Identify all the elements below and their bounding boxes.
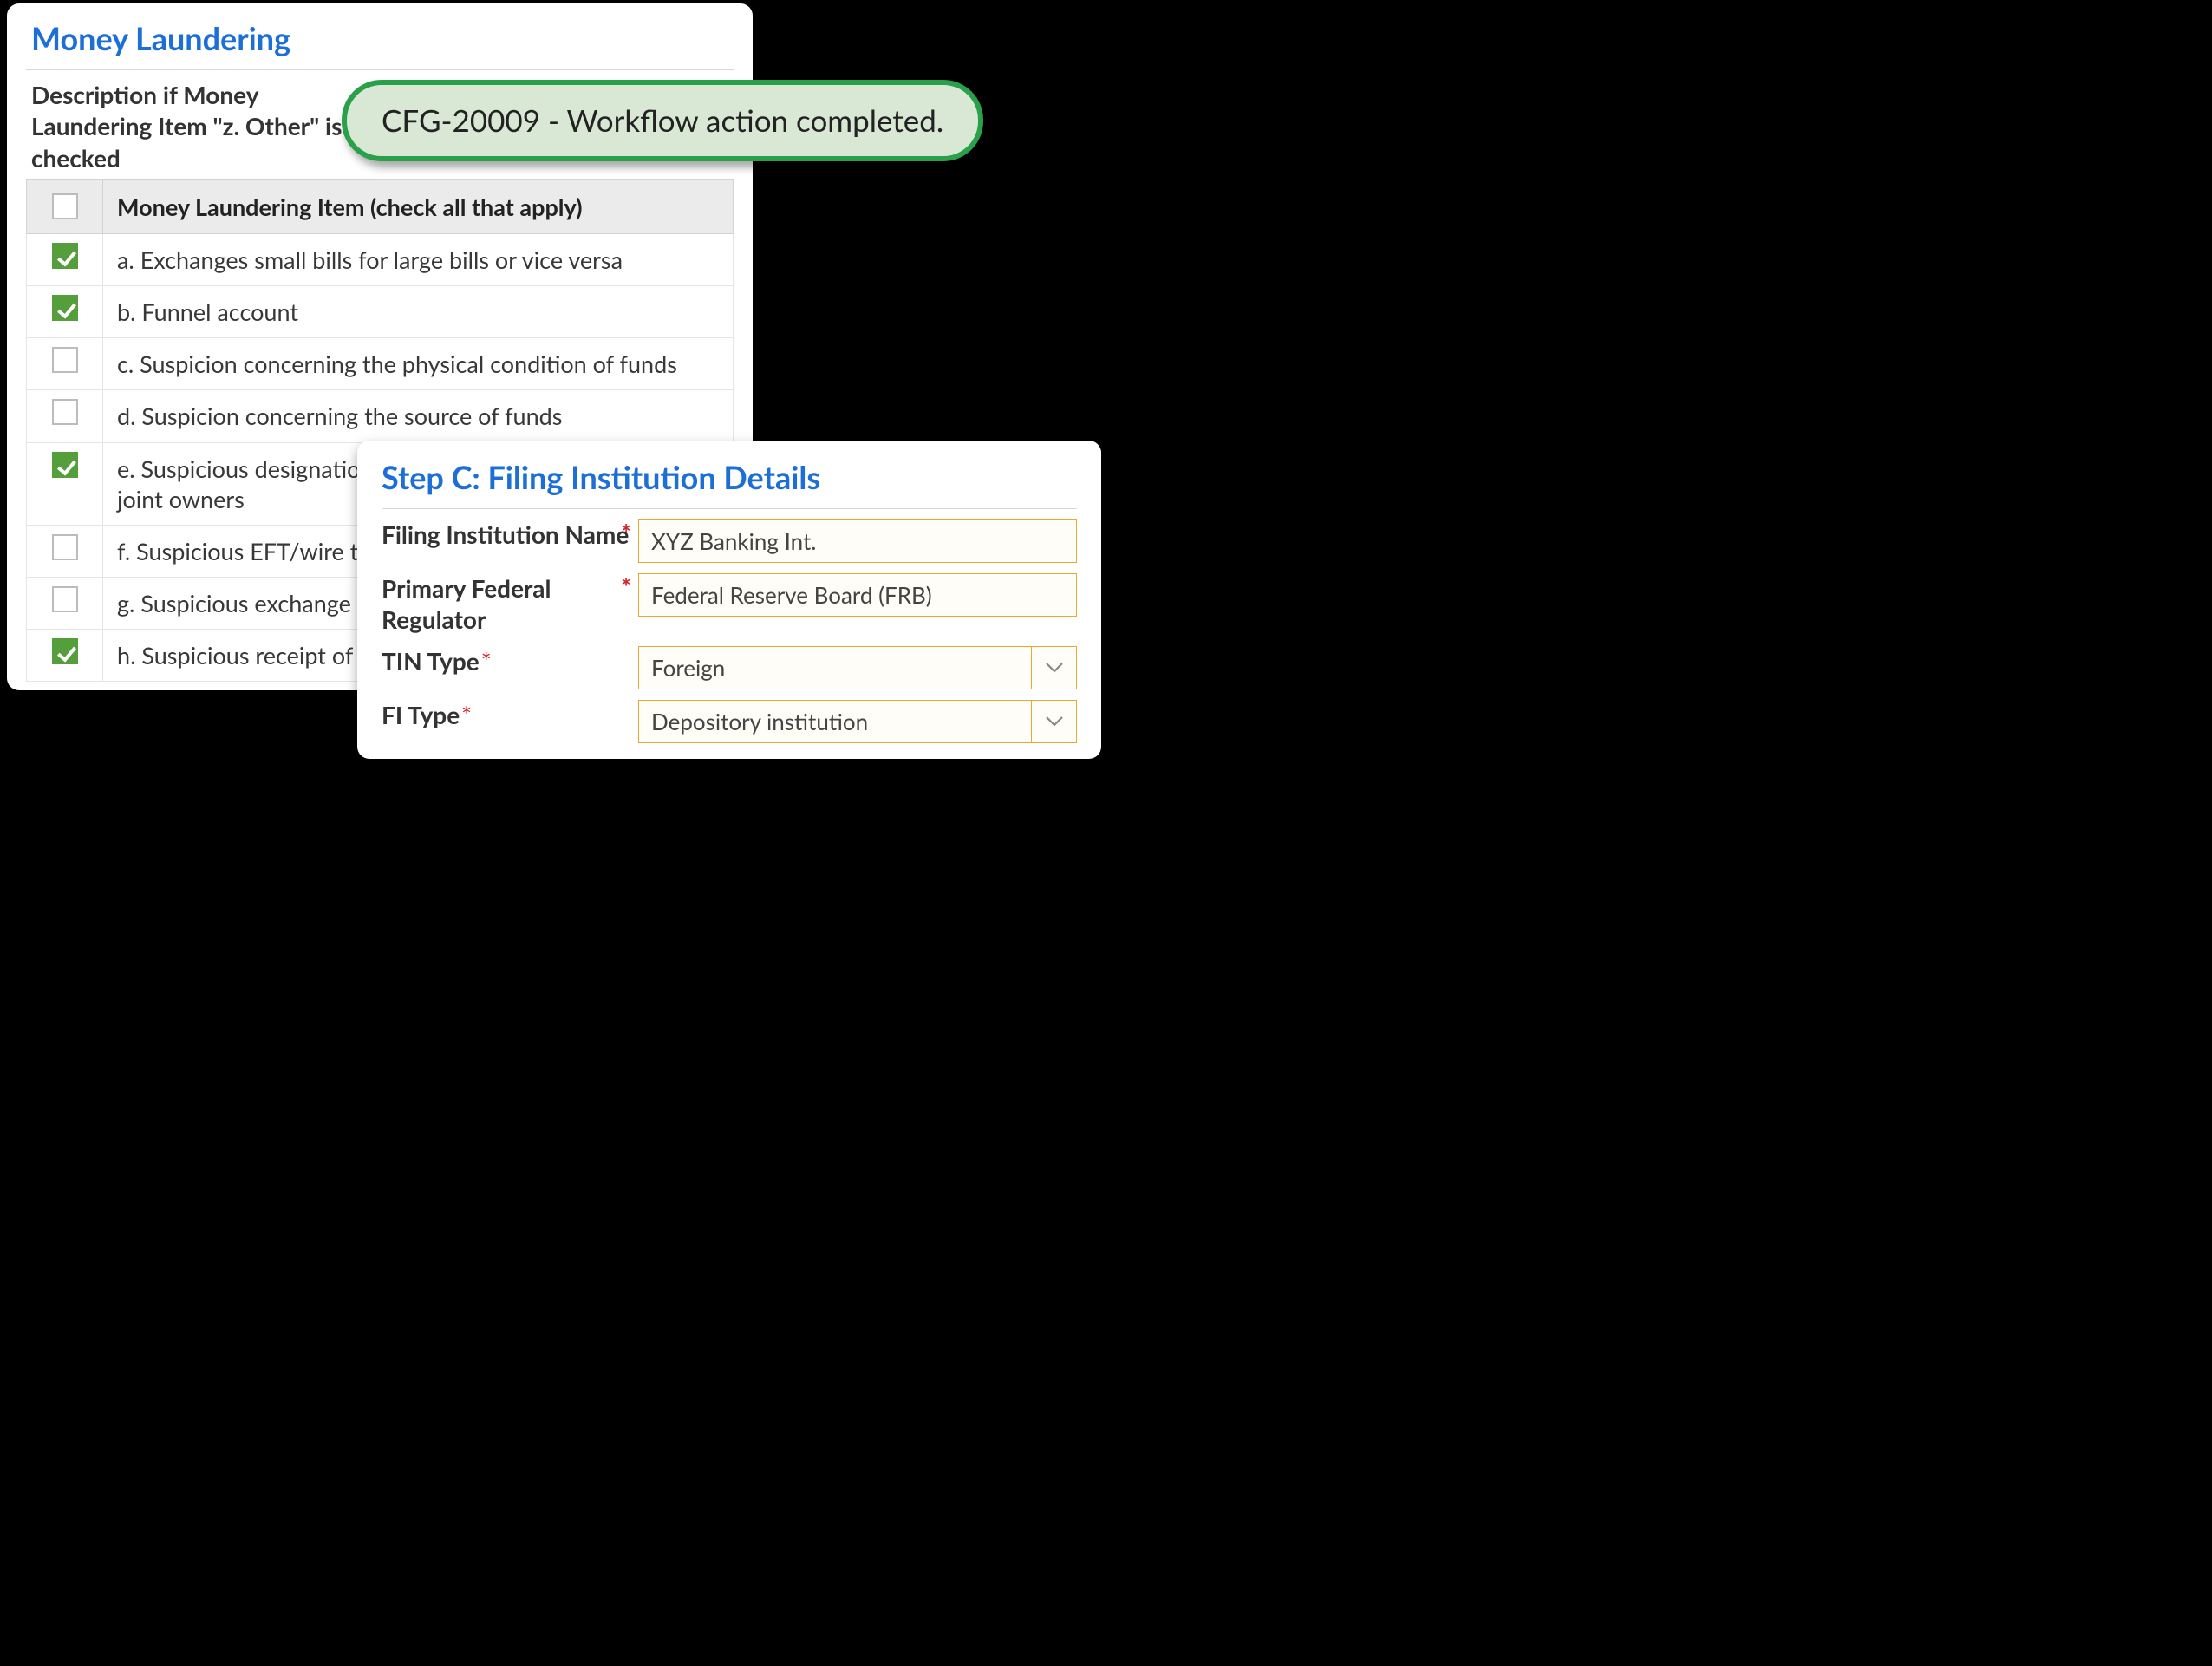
checkbox-cell[interactable] (27, 578, 103, 629)
required-indicator: * (621, 572, 631, 603)
select-value: Depository institution (639, 701, 1031, 742)
table-row: a. Exchanges small bills for large bills… (26, 234, 734, 286)
item-label: a. Exchanges small bills for large bills… (103, 234, 733, 285)
filing-institution-name-input[interactable]: XYZ Banking Int. (638, 519, 1077, 563)
checkbox-cell[interactable] (27, 443, 103, 525)
item-checkbox[interactable] (52, 295, 78, 321)
section-title: Money Laundering (7, 19, 753, 69)
item-checkbox[interactable] (52, 638, 78, 664)
field-label: FI Type* (382, 700, 638, 731)
chevron-down-icon (1031, 701, 1076, 742)
label-text: TIN Type (382, 646, 480, 676)
field-label: Filing Institution Name * (382, 519, 638, 551)
item-label: b. Funnel account (103, 286, 733, 337)
table-row: c. Suspicion concerning the physical con… (26, 338, 734, 390)
form-row-tin-type: TIN Type* Foreign (382, 641, 1077, 695)
required-indicator: * (480, 646, 492, 676)
chevron-down-icon (1031, 647, 1076, 689)
select-value: Foreign (639, 647, 1031, 689)
filing-institution-panel: Step C: Filing Institution Details Filin… (357, 441, 1101, 759)
item-checkbox[interactable] (52, 347, 78, 373)
label-text: Filing Institution Name (382, 519, 629, 549)
tin-type-select[interactable]: Foreign (638, 646, 1077, 689)
checkbox-cell[interactable] (27, 630, 103, 681)
select-all-cell[interactable] (27, 180, 103, 233)
item-checkbox[interactable] (52, 452, 78, 478)
table-row: d. Suspicion concerning the source of fu… (26, 390, 734, 442)
workflow-complete-toast: CFG-20009 - Workflow action completed. (342, 80, 983, 161)
table-header-row: Money Laundering Item (check all that ap… (26, 179, 734, 234)
checkbox-cell[interactable] (27, 338, 103, 389)
label-text: FI Type (382, 700, 460, 729)
checkbox-cell[interactable] (27, 526, 103, 577)
checkbox-cell[interactable] (27, 286, 103, 337)
form-row-filing-name: Filing Institution Name * XYZ Banking In… (382, 514, 1077, 568)
item-checkbox[interactable] (52, 243, 78, 269)
checkbox-cell[interactable] (27, 234, 103, 285)
fi-type-select[interactable]: Depository institution (638, 700, 1077, 743)
form-row-fi-type: FI Type* Depository institution (382, 695, 1077, 748)
input-value: XYZ Banking Int. (651, 527, 816, 555)
select-all-checkbox[interactable] (52, 193, 78, 219)
toast-message: CFG-20009 - Workflow action completed. (382, 102, 943, 139)
section-title: Step C: Filing Institution Details (382, 458, 1077, 508)
table-header-label: Money Laundering Item (check all that ap… (103, 181, 733, 232)
divider (382, 508, 1077, 509)
form-row-primary-regulator: Primary Federal Regulator * Federal Rese… (382, 568, 1077, 641)
item-label: c. Suspicion concerning the physical con… (103, 338, 733, 389)
other-description-label: Description if Money Laundering Item "z.… (7, 70, 371, 179)
field-label: TIN Type* (382, 646, 638, 677)
input-value: Federal Reserve Board (FRB) (651, 581, 932, 609)
label-text: Primary Federal Regulator (382, 573, 551, 634)
primary-regulator-input[interactable]: Federal Reserve Board (FRB) (638, 573, 1077, 617)
item-checkbox[interactable] (52, 586, 78, 612)
item-label: d. Suspicion concerning the source of fu… (103, 390, 733, 441)
table-row: b. Funnel account (26, 286, 734, 338)
required-indicator: * (460, 700, 472, 729)
field-label: Primary Federal Regulator * (382, 573, 638, 636)
checkbox-cell[interactable] (27, 390, 103, 441)
item-checkbox[interactable] (52, 534, 78, 560)
item-checkbox[interactable] (52, 399, 78, 425)
required-indicator: * (621, 518, 631, 549)
